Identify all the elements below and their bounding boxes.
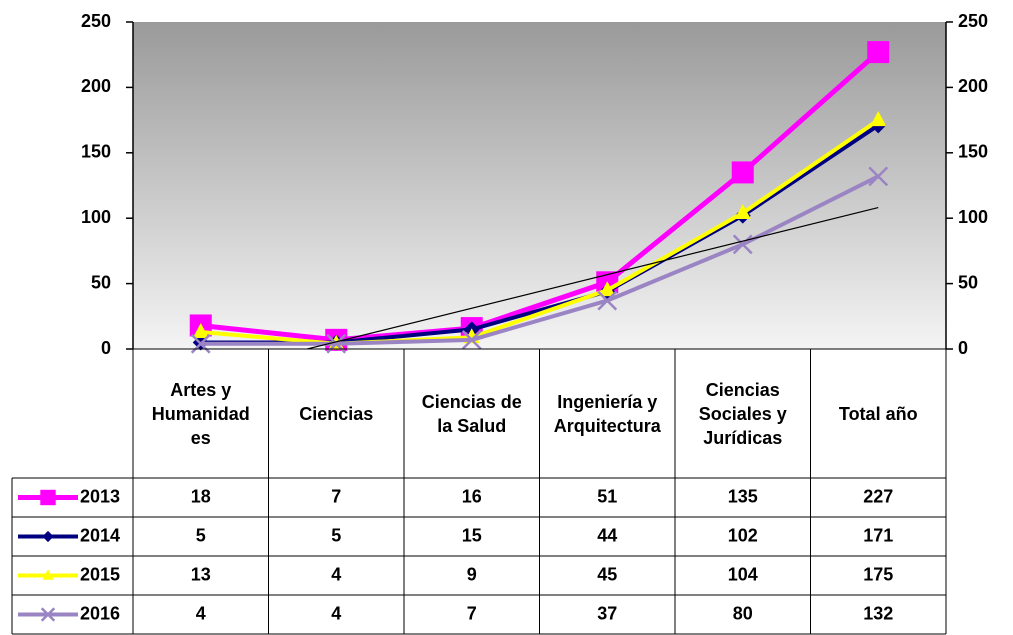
y-tick-label: 200 bbox=[81, 76, 111, 96]
table-value: 135 bbox=[728, 486, 758, 506]
table-value: 5 bbox=[196, 525, 206, 545]
y2-tick-label: 250 bbox=[958, 11, 988, 31]
table-value: 80 bbox=[733, 603, 753, 623]
marker bbox=[326, 333, 347, 354]
table-value: 4 bbox=[331, 564, 341, 584]
table-value: 175 bbox=[863, 564, 893, 584]
series-line bbox=[200, 174, 880, 346]
category-header: Total año bbox=[838, 403, 918, 424]
marker bbox=[868, 166, 889, 187]
table-value: 13 bbox=[191, 564, 211, 584]
table-value: 227 bbox=[863, 486, 893, 506]
table-value: 18 bbox=[191, 486, 211, 506]
marker bbox=[42, 530, 54, 543]
table-value: 7 bbox=[467, 603, 477, 623]
legend-label: 2016 bbox=[80, 603, 120, 623]
category-header: Ciencias Sociales y Jurídicas bbox=[698, 379, 787, 448]
plot-area bbox=[133, 22, 946, 349]
marker bbox=[461, 329, 482, 350]
marker bbox=[40, 607, 56, 622]
y2-tick-label: 0 bbox=[958, 338, 968, 358]
table-value: 102 bbox=[728, 525, 758, 545]
y2-tick-label: 50 bbox=[958, 272, 978, 292]
y-tick-label: 0 bbox=[101, 338, 111, 358]
y-tick-label: 250 bbox=[81, 11, 111, 31]
series-line bbox=[200, 50, 880, 343]
y-tick-label: 100 bbox=[81, 207, 111, 227]
legend-label: 2013 bbox=[80, 486, 120, 506]
marker bbox=[190, 333, 211, 354]
category-header: Ciencias bbox=[299, 403, 374, 424]
table-value: 16 bbox=[462, 486, 482, 506]
table-value: 132 bbox=[863, 603, 893, 623]
y-tick-label: 50 bbox=[91, 272, 111, 292]
category-header: Ingeniería y Arquitectura bbox=[553, 391, 661, 436]
table-value: 15 bbox=[462, 525, 482, 545]
table-value: 4 bbox=[196, 603, 206, 623]
y2-tick-label: 200 bbox=[958, 76, 988, 96]
series bbox=[190, 166, 889, 354]
marker bbox=[732, 234, 753, 255]
table-value: 44 bbox=[597, 525, 617, 545]
marker bbox=[731, 161, 754, 184]
table-value: 171 bbox=[863, 525, 893, 545]
marker bbox=[40, 489, 56, 506]
table-value: 7 bbox=[331, 486, 341, 506]
table-value: 51 bbox=[597, 486, 617, 506]
legend-label: 2014 bbox=[80, 525, 120, 545]
y-tick-label: 150 bbox=[81, 142, 111, 162]
marker bbox=[599, 281, 616, 297]
category-header: Ciencias de la Salud bbox=[421, 391, 522, 436]
category-header: Artes y Humanidades bbox=[151, 379, 250, 448]
trendline bbox=[304, 206, 879, 349]
table-value: 45 bbox=[597, 564, 617, 584]
table-value: 9 bbox=[467, 564, 477, 584]
y2-tick-label: 100 bbox=[958, 207, 988, 227]
legend-label: 2015 bbox=[80, 564, 120, 584]
marker bbox=[870, 111, 887, 127]
table-value: 104 bbox=[728, 564, 758, 584]
marker bbox=[597, 290, 618, 311]
table-value: 5 bbox=[331, 525, 341, 545]
table-value: 4 bbox=[331, 603, 341, 623]
marker bbox=[867, 41, 890, 64]
marker bbox=[42, 569, 54, 580]
y2-tick-label: 150 bbox=[958, 142, 988, 162]
marker bbox=[192, 322, 209, 338]
marker bbox=[734, 203, 751, 219]
table-value: 37 bbox=[597, 603, 617, 623]
